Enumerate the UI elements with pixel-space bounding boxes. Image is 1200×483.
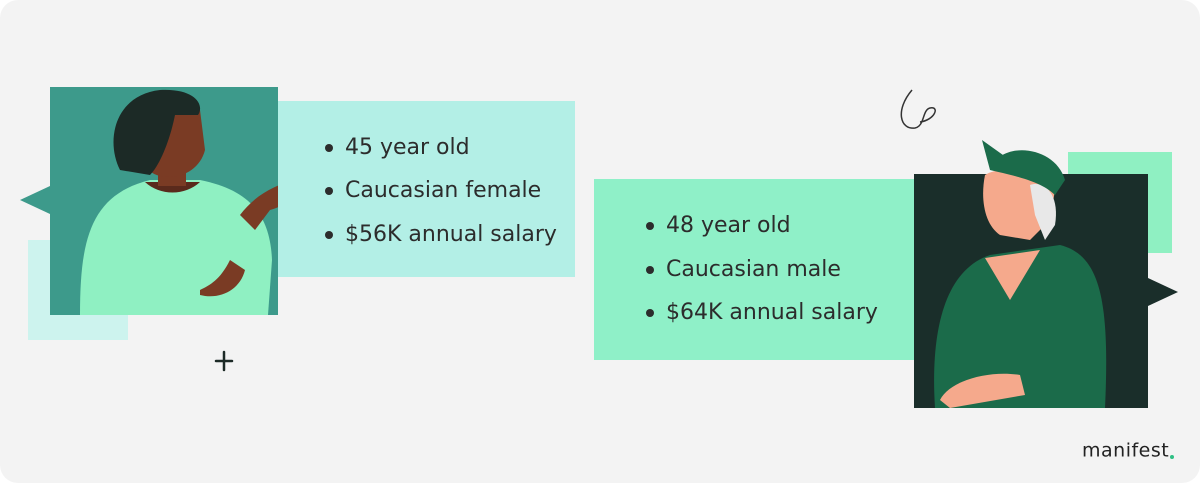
portrait-woman [80,89,297,315]
bullet [646,309,654,317]
speech-tail [20,186,50,214]
bullet [325,231,333,239]
sparkle [214,350,234,372]
bullet [325,187,333,195]
bullet [646,222,654,230]
speech-tail [1148,278,1178,306]
scribble [900,89,936,129]
bullet [325,144,333,152]
logo-dot [1170,455,1174,459]
portrait-man [934,140,1107,408]
fact: Caucasian female [345,178,541,203]
fact: 45 year old [345,135,470,160]
fact: $64K annual salary [666,300,878,325]
bullet [646,266,654,274]
persona-right: 48 year old Caucasian male $64K annual s… [594,89,1178,408]
fact: Caucasian male [666,257,841,282]
fact: 48 year old [666,213,791,238]
persona-left: 45 year old Caucasian female $56K annual… [20,87,575,372]
fact: $56K annual salary [345,222,557,247]
brand-logo: manifest [1082,440,1169,462]
